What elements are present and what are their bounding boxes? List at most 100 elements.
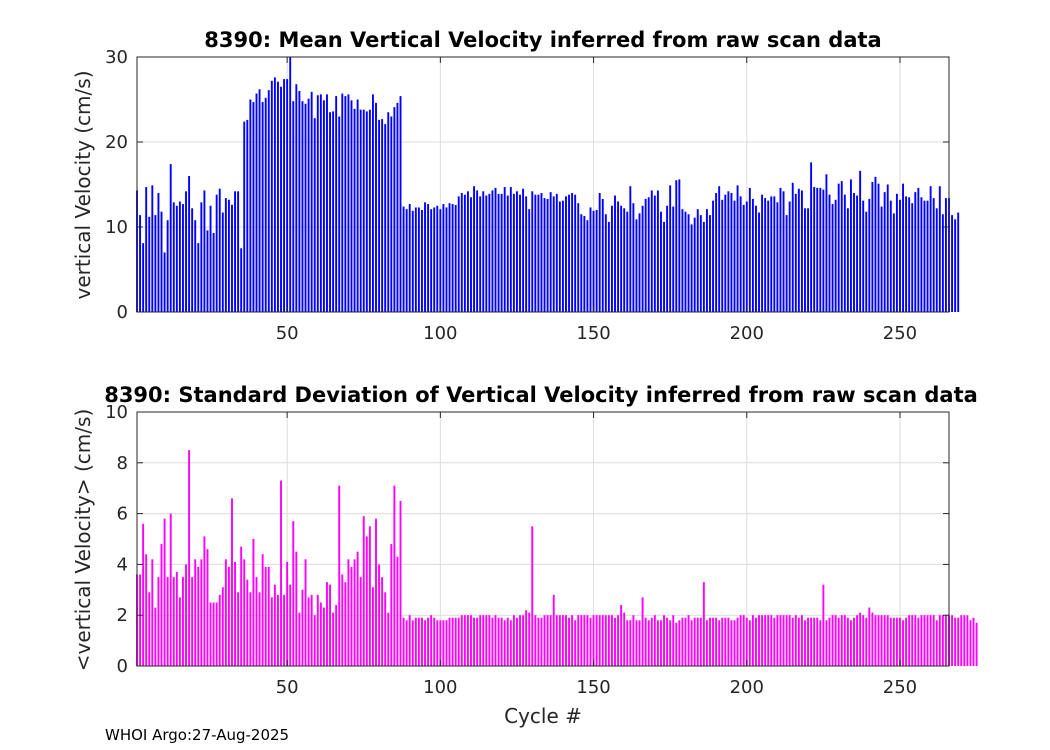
bar	[252, 102, 255, 312]
bar	[178, 597, 181, 666]
bar	[142, 243, 145, 312]
bar	[941, 615, 944, 666]
bar	[555, 615, 558, 666]
bar	[656, 190, 659, 312]
bar	[292, 101, 295, 312]
bar	[322, 607, 325, 666]
bar	[565, 615, 567, 666]
bar	[614, 195, 616, 312]
bar	[326, 94, 328, 313]
y-tick-label: 10	[105, 402, 128, 423]
bar	[442, 204, 445, 312]
bar	[405, 209, 408, 312]
bar	[883, 192, 886, 312]
bar	[592, 615, 595, 666]
bar	[494, 615, 497, 666]
bar	[488, 615, 491, 666]
bar	[589, 207, 592, 312]
bar	[356, 99, 359, 312]
bar	[681, 209, 684, 312]
x-tick-label: 100	[423, 677, 457, 698]
bar	[810, 617, 813, 666]
bar	[736, 185, 739, 312]
bar	[546, 198, 549, 312]
bar	[565, 196, 567, 312]
bar	[506, 617, 509, 666]
bar	[509, 187, 512, 312]
bar	[286, 79, 289, 312]
bar	[185, 564, 187, 666]
bar	[151, 559, 154, 666]
bar	[935, 620, 938, 666]
bar	[954, 219, 957, 312]
bar	[283, 79, 286, 312]
bar	[221, 587, 224, 666]
bar	[828, 617, 831, 666]
bar	[454, 204, 457, 312]
bar	[853, 193, 855, 312]
bar	[240, 546, 243, 666]
bar	[442, 620, 445, 666]
bar	[267, 90, 270, 313]
bar	[497, 617, 500, 666]
bar	[926, 615, 929, 666]
bar	[730, 620, 733, 666]
bar	[203, 190, 206, 312]
bar	[865, 617, 868, 666]
bar	[895, 193, 898, 312]
bar	[972, 617, 975, 666]
bar	[666, 205, 669, 312]
bar	[568, 617, 570, 666]
bar	[537, 194, 540, 312]
bar	[503, 187, 506, 312]
bar	[525, 196, 528, 312]
bar	[540, 617, 543, 666]
bar	[938, 186, 941, 312]
bar	[663, 615, 665, 666]
bar	[644, 617, 647, 666]
bar	[586, 220, 589, 312]
bar	[911, 203, 914, 312]
bar	[831, 615, 834, 666]
bar	[466, 191, 469, 312]
bar	[794, 615, 797, 666]
bar	[574, 194, 577, 312]
bar	[822, 584, 825, 666]
bar	[194, 559, 197, 666]
axes-frame	[136, 411, 950, 667]
bar	[197, 566, 200, 666]
bar	[966, 615, 969, 666]
bar	[715, 193, 718, 312]
bar	[221, 212, 224, 312]
bar	[614, 617, 616, 666]
bar	[822, 189, 825, 312]
bar	[206, 549, 209, 666]
bar	[371, 587, 374, 666]
bar	[804, 620, 806, 666]
bar	[911, 615, 914, 666]
bar	[773, 617, 776, 666]
bar	[479, 615, 482, 666]
bar	[252, 539, 255, 666]
bar	[678, 179, 681, 312]
bar	[424, 202, 426, 312]
bar	[620, 605, 623, 666]
bar	[840, 181, 843, 312]
bar	[568, 194, 570, 312]
bar	[849, 620, 852, 666]
bar	[277, 81, 279, 313]
bar	[430, 209, 433, 312]
bar	[381, 577, 384, 666]
bar	[439, 209, 442, 312]
bar	[859, 612, 862, 666]
bar	[433, 207, 436, 312]
y-tick-label: 4	[117, 554, 128, 575]
bar	[338, 116, 341, 312]
bar	[200, 559, 203, 666]
bar	[145, 187, 148, 312]
bar	[549, 615, 552, 666]
bar	[586, 615, 589, 666]
bar	[160, 544, 163, 666]
bar	[255, 577, 258, 666]
bar	[301, 589, 304, 666]
